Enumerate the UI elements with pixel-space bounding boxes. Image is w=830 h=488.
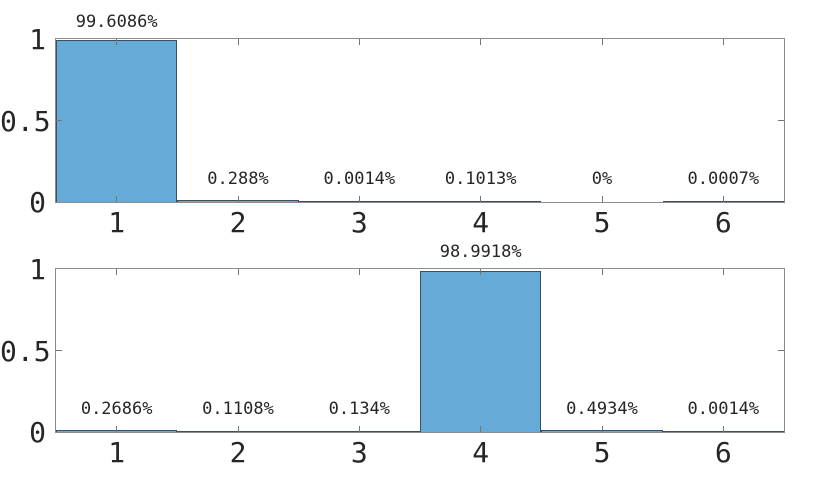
bar-value-label: 0.4934%	[566, 399, 638, 419]
x-tick-top	[722, 39, 724, 45]
x-tick-top	[358, 39, 360, 45]
x-tick-label: 3	[350, 206, 368, 239]
bar-value-label: 0.2686%	[80, 399, 153, 419]
y-tick-label: 1	[29, 23, 46, 56]
y-tick-right	[778, 120, 784, 121]
x-tick-top	[237, 269, 239, 275]
bar-value-label: 98.9918%	[439, 242, 522, 262]
x-tick-bottom	[722, 196, 724, 202]
x-tick-label: 5	[593, 436, 611, 469]
x-tick-bottom	[358, 426, 360, 432]
x-tick-label: 6	[714, 436, 732, 469]
x-tick-bottom	[116, 196, 118, 202]
bar-value-label: 0.1108%	[202, 399, 274, 419]
x-tick-label: 2	[229, 206, 247, 239]
y-tick-label: 0.5	[0, 334, 51, 368]
x-tick-bottom	[237, 426, 239, 432]
x-tick-bottom	[480, 426, 482, 432]
bar-value-label: 0.1013%	[444, 169, 517, 189]
bar-value-label: 99.6086%	[75, 12, 158, 32]
x-tick-bottom	[116, 426, 118, 432]
x-tick-label: 4	[472, 436, 490, 469]
x-tick-label: 4	[472, 206, 490, 239]
y-tick-label: 1	[29, 253, 46, 286]
x-tick-bottom	[601, 426, 603, 432]
bar-value-label: 0.0014%	[323, 169, 396, 189]
histogram-top-plot-area: 0.288% 0.0014% 0.1013% 0% 0.0007%	[56, 39, 784, 202]
y-tick-label: 0.5	[0, 104, 51, 138]
histogram-bottom-axes: 0.2686% 0.1108% 0.134% 0.4934% 0.0014%	[55, 268, 785, 433]
bar-value-label: 0.288%	[207, 169, 269, 189]
x-tick-top	[358, 269, 360, 275]
x-tick-bottom	[601, 196, 603, 202]
histogram-bottom-plot-area: 0.2686% 0.1108% 0.134% 0.4934% 0.0014%	[56, 269, 784, 432]
x-tick-bottom	[237, 196, 239, 202]
x-tick-top	[116, 39, 118, 45]
x-tick-label: 1	[108, 436, 126, 469]
x-tick-top	[480, 39, 482, 45]
x-tick-bottom	[358, 196, 360, 202]
x-tick-label: 6	[714, 206, 732, 239]
x-tick-label: 1	[108, 206, 126, 239]
x-tick-bottom	[722, 426, 724, 432]
bar-value-label: 0.0007%	[687, 169, 760, 189]
x-tick-top	[722, 269, 724, 275]
y-tick-label: 0	[29, 416, 46, 449]
bar-value-label: 0.0014%	[687, 399, 760, 419]
y-tick-left	[56, 120, 62, 121]
x-tick-label: 3	[350, 436, 368, 469]
bar-bin-4	[420, 270, 542, 432]
bar-value-label: 0%	[591, 169, 613, 189]
bar-value-label: 0.134%	[328, 399, 391, 419]
x-tick-label: 2	[229, 436, 247, 469]
x-tick-bottom	[480, 196, 482, 202]
histogram-top-axes: 0.288% 0.0014% 0.1013% 0% 0.0007%	[55, 38, 785, 203]
x-tick-top	[480, 269, 482, 275]
y-tick-label: 0	[29, 186, 46, 219]
y-tick-right	[778, 350, 784, 351]
x-tick-top	[237, 39, 239, 45]
y-tick-left	[56, 350, 62, 351]
x-tick-label: 5	[593, 206, 611, 239]
x-tick-top	[601, 39, 603, 45]
bar-bin-1	[56, 39, 178, 202]
x-tick-top	[601, 269, 603, 275]
x-tick-top	[116, 269, 118, 275]
